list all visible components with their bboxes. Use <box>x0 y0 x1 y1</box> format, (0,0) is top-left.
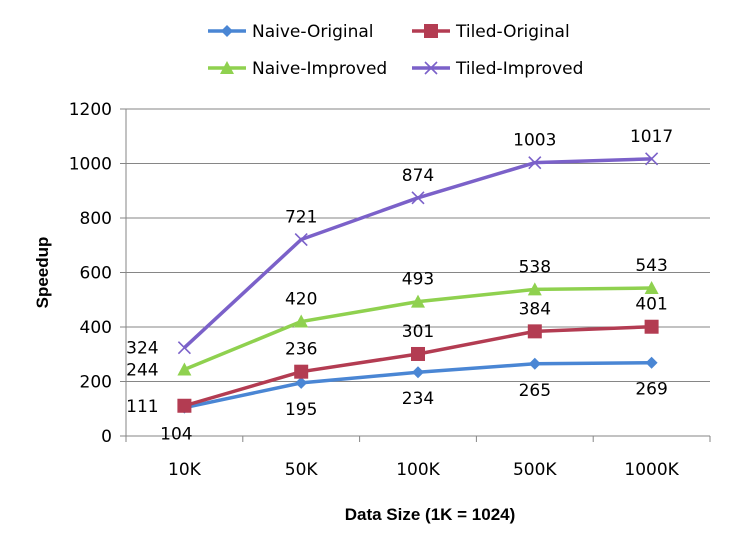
legend-marker <box>424 61 438 75</box>
legend-label: Naive-Original <box>252 22 374 42</box>
legend-marker <box>220 61 234 74</box>
y-tick-label: 800 <box>80 209 112 229</box>
x-axis-title: Data Size (1K = 1024) <box>345 505 516 524</box>
x-tick-label: 10K <box>168 460 202 480</box>
x-tick-label: 100K <box>396 460 440 480</box>
data-label: 324 <box>126 339 158 359</box>
data-point-naive-improved <box>644 281 659 295</box>
series-naive-improved: 244 420 493 538 543 <box>126 256 668 380</box>
data-label: 543 <box>635 256 667 276</box>
data-point-tiled-improved <box>411 191 425 205</box>
legend-item-naive-improved: Naive-Improved <box>208 59 387 79</box>
legend-label: Tiled-Improved <box>455 59 583 79</box>
data-point-tiled-improved <box>528 156 542 170</box>
data-label: 420 <box>285 290 317 310</box>
series-group: 104 195 234 265 269 111 236 301 384 401 244 420 493 5… <box>126 127 673 445</box>
data-point-naive-improved <box>527 282 542 296</box>
series-tiled-original: 111 236 301 384 401 <box>126 295 668 417</box>
y-axis-title: Speedup <box>33 237 52 309</box>
legend-item-naive-original: Naive-Original <box>208 22 374 42</box>
data-point-tiled-original <box>294 364 309 379</box>
y-tick-label: 0 <box>101 427 112 447</box>
data-label: 493 <box>402 270 434 290</box>
data-label: 1003 <box>513 131 556 151</box>
data-label: 874 <box>402 166 434 186</box>
y-tick-label: 600 <box>80 264 112 284</box>
y-tick-label: 1200 <box>69 100 112 120</box>
series-line-tiled-improved <box>183 157 652 349</box>
data-point-tiled-original <box>644 319 659 334</box>
data-label: 721 <box>285 208 317 228</box>
data-label: 301 <box>402 322 434 342</box>
x-tick-label: 500K <box>513 460 557 480</box>
data-point-naive-improved <box>411 294 425 308</box>
x-tick-label: 50K <box>285 460 319 480</box>
data-label: 104 <box>160 425 192 445</box>
data-label: 244 <box>126 361 158 381</box>
gridlines <box>126 108 710 382</box>
data-point-naive-original <box>412 366 424 379</box>
x-tick-label: 1000K <box>624 460 679 480</box>
data-label: 195 <box>285 400 317 420</box>
legend-marker <box>424 24 438 38</box>
data-point-naive-improved <box>177 362 192 376</box>
data-label: 384 <box>519 299 551 319</box>
data-label: 265 <box>519 381 551 401</box>
legend-label: Naive-Improved <box>252 59 387 79</box>
data-point-naive-improved <box>294 314 309 328</box>
data-point-tiled-improved <box>645 152 659 166</box>
data-point-tiled-improved <box>177 341 191 355</box>
data-label: 538 <box>519 257 551 277</box>
data-label: 234 <box>402 389 434 409</box>
data-point-naive-original <box>528 357 541 370</box>
data-label: 269 <box>635 380 667 400</box>
data-label: 1017 <box>630 127 673 147</box>
legend-label: Tiled-Original <box>455 22 570 42</box>
data-point-tiled-improved <box>294 232 308 247</box>
data-label: 236 <box>285 340 317 360</box>
legend-item-tiled-original: Tiled-Original <box>412 22 570 42</box>
y-tick-label: 400 <box>80 318 112 338</box>
data-point-tiled-original <box>411 346 425 361</box>
legend: Naive-Original Tiled-Original Naive-Improv… <box>208 22 583 79</box>
series-tiled-improved: 324 721 874 1003 1017 <box>126 127 673 359</box>
legend-marker <box>221 25 233 37</box>
data-point-naive-original <box>295 376 308 389</box>
data-point-naive-original <box>645 356 658 369</box>
y-tick-label: 1000 <box>69 155 112 175</box>
legend-item-tiled-improved: Tiled-Improved <box>412 59 583 79</box>
axes: 0 200 400 600 800 1000 1200 10K 50K 100K 500K 1000K <box>69 100 711 480</box>
data-label: 111 <box>126 397 158 417</box>
data-label: 401 <box>635 295 667 315</box>
y-tick-label: 200 <box>80 373 112 393</box>
data-point-tiled-original <box>177 398 192 413</box>
data-point-tiled-original <box>527 324 542 339</box>
series-naive-original: 104 195 234 265 269 <box>160 356 668 445</box>
